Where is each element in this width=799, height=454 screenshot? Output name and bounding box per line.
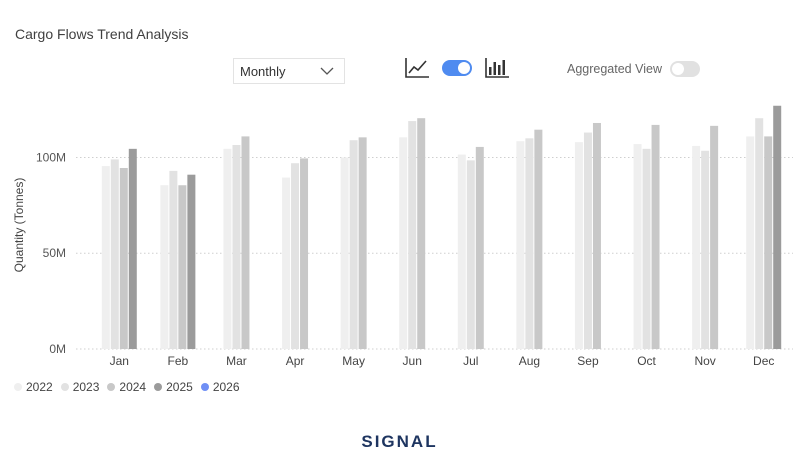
legend-swatch	[60, 383, 69, 391]
bar-2023-feb	[169, 170, 178, 349]
bar-2022-may	[340, 157, 349, 349]
bar-2023-sep	[583, 132, 592, 349]
bar-2023-aug	[525, 138, 534, 349]
bar-2024-nov	[710, 125, 719, 349]
legend-item-2025[interactable]: 2025	[154, 380, 193, 394]
bar-2024-aug	[534, 129, 543, 349]
legend-item-2024[interactable]: 2024	[107, 380, 146, 394]
legend-swatch	[107, 383, 116, 391]
legend-swatch	[154, 383, 163, 391]
legend-label: 2026	[212, 380, 240, 394]
y-axis-label: Quantity (Tonnes)	[12, 178, 26, 273]
bar-2024-jul	[475, 146, 484, 349]
legend-swatch	[200, 383, 209, 391]
bar-2022-oct	[633, 144, 642, 349]
bar-2024-jan	[119, 167, 128, 349]
x-tick-label: Sep	[577, 354, 599, 368]
bar-2024-jun	[417, 118, 426, 349]
chevron-down-icon	[320, 67, 334, 75]
bar-2023-jun	[408, 121, 417, 349]
bar-2022-jul	[457, 154, 466, 349]
aggregated-view-control: Aggregated View	[567, 61, 700, 77]
bar-2023-jul	[466, 160, 475, 349]
bar-2024-mar	[241, 136, 250, 349]
x-tick-label: Oct	[637, 354, 656, 368]
bar-2024-feb	[178, 185, 187, 349]
bar-2024-may	[358, 137, 367, 349]
legend-label: 2022	[26, 380, 53, 394]
bar-2022-feb	[160, 185, 169, 349]
x-tick-label: Nov	[694, 354, 715, 368]
bar-2022-jun	[399, 137, 408, 349]
bar-2022-apr	[282, 177, 291, 349]
chart-type-toggle[interactable]	[442, 60, 472, 76]
bar-2024-dec	[764, 136, 773, 349]
legend-label: 2023	[72, 380, 100, 394]
x-tick-label: Jan	[110, 354, 129, 368]
toggle-knob	[458, 62, 470, 74]
bar-2024-sep	[592, 122, 601, 349]
chart-title: Cargo Flows Trend Analysis	[15, 26, 189, 42]
x-tick-label: Jul	[463, 354, 478, 368]
view-switch	[404, 57, 510, 79]
x-tick-label: Jun	[403, 354, 422, 368]
x-tick-label: Mar	[226, 354, 247, 368]
aggregated-view-label: Aggregated View	[567, 62, 662, 76]
bar-2022-sep	[574, 142, 583, 349]
x-tick-label: Feb	[168, 354, 189, 368]
legend-item-2023[interactable]: 2023	[60, 380, 100, 394]
bar-chart-icon[interactable]	[484, 57, 510, 79]
bar-2023-jan	[110, 159, 119, 349]
signal-logo: SIGNAL	[361, 432, 438, 451]
bar-2023-apr	[291, 163, 300, 349]
chart-legend: 2022 2023 2024 2025 2026	[14, 380, 240, 394]
bar-2022-dec	[746, 136, 755, 349]
x-tick-label: May	[342, 354, 365, 368]
y-tick-label: 100M	[36, 150, 66, 164]
bar-2023-mar	[232, 145, 241, 349]
bar-chart: 0M 50M 100M Quantity (Tonnes) Jan Feb Mar Apr Ma…	[12, 105, 793, 368]
legend-label: 2025	[166, 380, 193, 394]
period-dropdown[interactable]: Monthly	[233, 58, 345, 84]
bar-2023-may	[349, 140, 358, 349]
bar-2025-jan	[128, 148, 137, 349]
bar-2022-jan	[101, 166, 110, 349]
toggle-knob	[671, 63, 684, 75]
y-tick-label: 50M	[43, 246, 66, 260]
aggregated-view-toggle[interactable]	[669, 61, 700, 77]
bar-2024-oct	[651, 124, 660, 350]
x-tick-label: Aug	[519, 354, 540, 368]
legend-swatch	[14, 383, 22, 391]
bar-2023-oct	[642, 148, 651, 349]
legend-label: 2024	[119, 380, 147, 394]
period-dropdown-value: Monthly	[240, 63, 286, 79]
x-tick-label: Apr	[286, 354, 305, 368]
y-tick-label: 0M	[49, 342, 66, 356]
bar-2023-nov	[701, 150, 710, 349]
bar-2022-mar	[223, 148, 232, 349]
bar-2022-aug	[516, 141, 525, 349]
bar-2025-dec	[773, 105, 782, 349]
bar-2023-dec	[755, 118, 764, 349]
legend-item-2022[interactable]: 2022	[14, 380, 53, 394]
bar-2024-apr	[300, 158, 309, 349]
legend-item-2026[interactable]: 2026	[200, 380, 240, 394]
bar-2025-feb	[187, 174, 196, 349]
bar-2022-nov	[692, 145, 701, 349]
x-tick-label: Dec	[753, 354, 774, 368]
line-chart-icon[interactable]	[404, 57, 430, 79]
